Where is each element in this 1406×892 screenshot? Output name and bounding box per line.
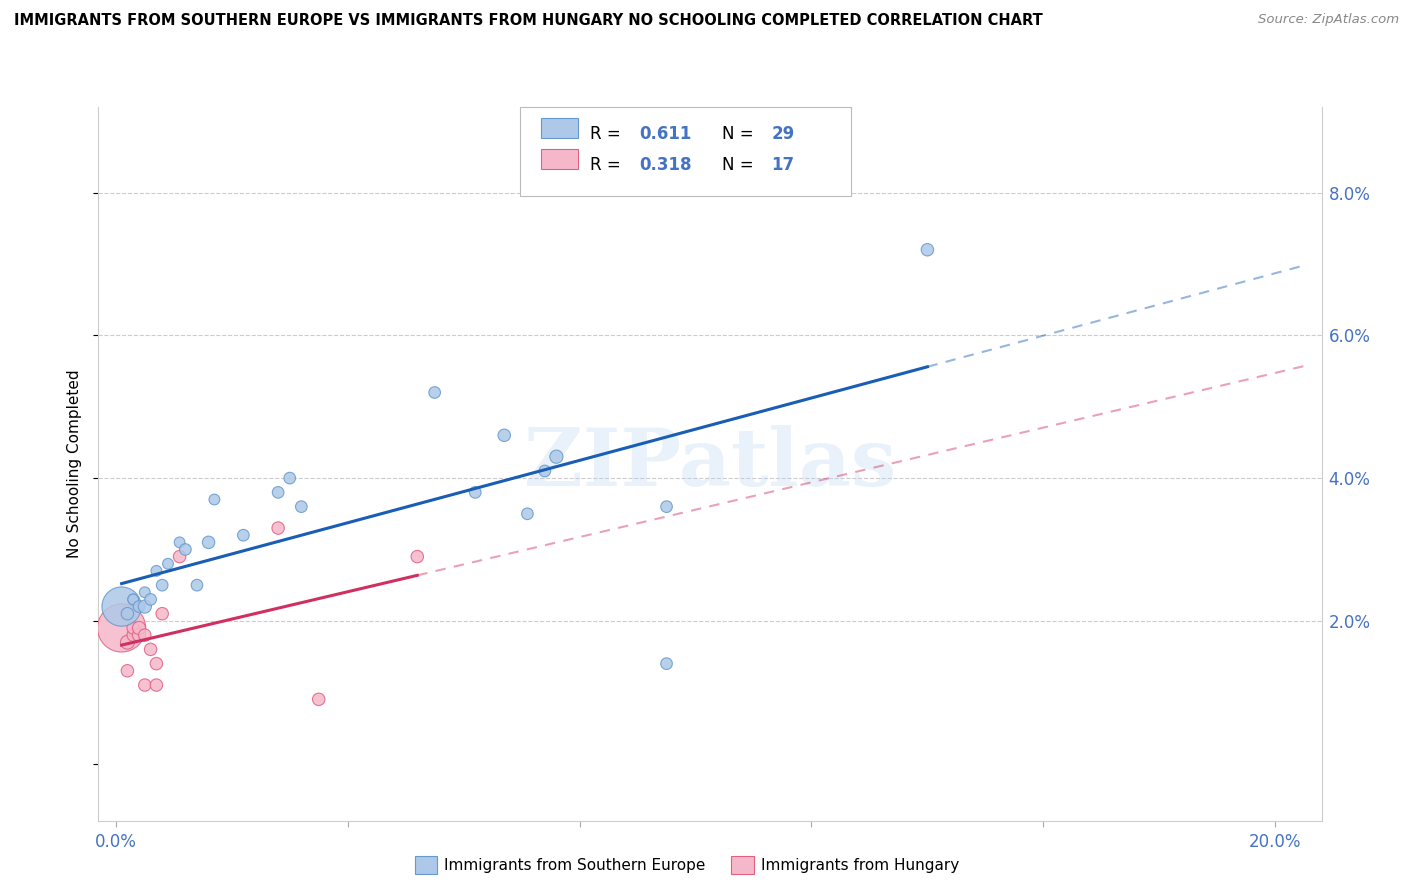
Point: [117, 664, 139, 678]
Point: [267, 485, 290, 500]
Point: [290, 500, 312, 514]
Y-axis label: No Schooling Completed: No Schooling Completed: [67, 369, 83, 558]
Point: [494, 428, 516, 442]
Text: 0.318: 0.318: [640, 155, 692, 174]
Text: Source: ZipAtlas.com: Source: ZipAtlas.com: [1258, 13, 1399, 27]
Point: [139, 642, 162, 657]
FancyBboxPatch shape: [541, 149, 578, 169]
Text: N =: N =: [723, 155, 759, 174]
Text: 17: 17: [770, 155, 794, 174]
Point: [464, 485, 486, 500]
Point: [139, 592, 162, 607]
Point: [423, 385, 446, 400]
Point: [202, 492, 225, 507]
Point: [232, 528, 254, 542]
Point: [128, 599, 150, 614]
Point: [156, 557, 179, 571]
Point: [145, 564, 167, 578]
Point: [128, 621, 150, 635]
Point: [134, 678, 156, 692]
Point: [122, 628, 145, 642]
Point: [174, 542, 197, 557]
Text: R =: R =: [591, 155, 626, 174]
Point: [128, 628, 150, 642]
Text: Immigrants from Hungary: Immigrants from Hungary: [761, 858, 959, 872]
Point: [150, 607, 173, 621]
Point: [122, 592, 145, 607]
Point: [655, 500, 678, 514]
Point: [134, 628, 156, 642]
Point: [308, 692, 330, 706]
Point: [546, 450, 568, 464]
Text: R =: R =: [591, 125, 626, 143]
Point: [197, 535, 219, 549]
Point: [145, 657, 167, 671]
Point: [145, 678, 167, 692]
Point: [267, 521, 290, 535]
Point: [117, 635, 139, 649]
Text: 29: 29: [770, 125, 794, 143]
Point: [533, 464, 555, 478]
Point: [186, 578, 208, 592]
Point: [278, 471, 301, 485]
Text: ZIPatlas: ZIPatlas: [524, 425, 896, 503]
Point: [169, 535, 191, 549]
Point: [169, 549, 191, 564]
Point: [117, 607, 139, 621]
FancyBboxPatch shape: [541, 118, 578, 137]
Point: [134, 585, 156, 599]
Text: Immigrants from Southern Europe: Immigrants from Southern Europe: [444, 858, 706, 872]
Point: [406, 549, 429, 564]
Point: [122, 621, 145, 635]
FancyBboxPatch shape: [520, 107, 851, 196]
Point: [134, 599, 156, 614]
Point: [516, 507, 538, 521]
Text: IMMIGRANTS FROM SOUTHERN EUROPE VS IMMIGRANTS FROM HUNGARY NO SCHOOLING COMPLETE: IMMIGRANTS FROM SOUTHERN EUROPE VS IMMIG…: [14, 13, 1043, 29]
Text: 0.611: 0.611: [640, 125, 692, 143]
Text: N =: N =: [723, 125, 759, 143]
Point: [917, 243, 939, 257]
Point: [150, 578, 173, 592]
Point: [122, 592, 145, 607]
Point: [110, 621, 132, 635]
Point: [110, 599, 132, 614]
Point: [655, 657, 678, 671]
